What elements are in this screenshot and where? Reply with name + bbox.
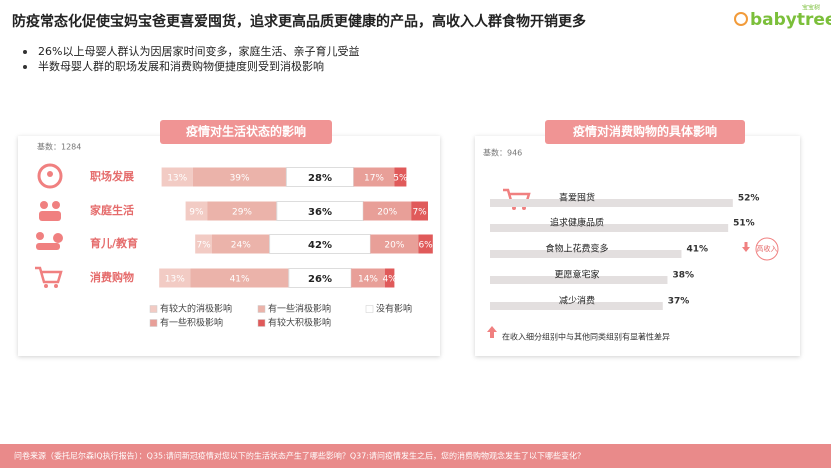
legend-label: 有一些消极影响 (268, 303, 331, 315)
value-label: 20% (384, 241, 404, 251)
bar-segment (363, 201, 412, 221)
value-label: 39% (230, 174, 250, 184)
bar-segment (207, 201, 277, 221)
bar-segment (195, 234, 212, 254)
category-label: 消费购物 (90, 270, 134, 284)
value-label: 6% (418, 241, 433, 251)
legend-label: 有一些积极影响 (160, 317, 223, 329)
bar (490, 276, 668, 284)
bar-segment (384, 268, 395, 288)
value-label: 13% (167, 174, 187, 184)
bar-segment (288, 268, 352, 288)
logo-mark (734, 12, 748, 26)
bullet-dot (23, 65, 27, 69)
footer: 问卷来源（委托尼尔森IQ执行报告）：Q35:请问新冠疫情对您以下的生活状态产生了… (14, 451, 585, 461)
category-label: 喜爱囤货 (559, 192, 595, 204)
value-label: 41% (230, 275, 250, 285)
icons (35, 163, 750, 338)
bar-segment (285, 167, 355, 187)
value-label: 5% (393, 174, 408, 184)
category-label: 食物上花费变多 (545, 243, 608, 255)
base-note: 基数：946 (483, 148, 522, 158)
category-label: 追求健康品质 (550, 217, 604, 229)
value-label: 52% (738, 194, 760, 204)
panel (475, 136, 800, 356)
bar-segment (353, 167, 395, 187)
value-label: 26% (308, 274, 332, 285)
legend-label: 没有影响 (376, 303, 412, 315)
value-label: 41% (686, 245, 708, 255)
bar (490, 250, 682, 258)
legend-swatch (149, 319, 158, 327)
value-label: 38% (672, 271, 694, 281)
value-label: 24% (231, 241, 251, 251)
bar-segment (351, 268, 385, 288)
bullet-dot (23, 50, 27, 54)
bar-segment (394, 167, 407, 187)
panel-header (545, 120, 745, 144)
value-label: 28% (308, 173, 332, 184)
panel-header (160, 120, 332, 144)
annotation: 高收入 (757, 244, 778, 253)
value-label: 20% (377, 208, 397, 218)
bar-segment (276, 201, 364, 221)
bar-segment (190, 268, 289, 288)
category-label: 更愿意宅家 (554, 269, 599, 281)
bar-segment (212, 234, 270, 254)
category-label: 职场发展 (90, 169, 135, 183)
value-label: 29% (232, 208, 252, 218)
bar-segment (411, 201, 428, 221)
bar-segment (418, 234, 433, 254)
bar-segment (159, 268, 191, 288)
footnote: 在收入细分组别中与其他同类组别有显著性差异 (502, 332, 670, 342)
bar-segment (161, 167, 193, 187)
bar-segment (370, 234, 419, 254)
bullet: 半数母婴人群的职场发展和消费购物便捷度则受到消极影响 (38, 59, 324, 73)
legend-swatch (149, 305, 158, 313)
bar (490, 302, 663, 310)
legend-swatch (257, 305, 266, 313)
bar (490, 224, 729, 232)
chart-title: 疫情对生活状态的影响 (186, 124, 306, 139)
value-label: 37% (668, 297, 690, 307)
base-note: 基数：1284 (37, 142, 81, 152)
value-label: 42% (308, 240, 332, 251)
value-label: 51% (733, 219, 755, 229)
chart-title: 疫情对消费购物的具体影响 (573, 124, 717, 139)
logo-name: babytree (750, 10, 831, 30)
category-label: 减少消费 (559, 295, 595, 307)
slide-title: 防疫常态化促使宝妈宝爸更喜爱囤货，追求更高品质更健康的产品，高收入人群食物开销更… (12, 13, 586, 30)
annotation-badge (755, 237, 779, 261)
bar-segment (192, 167, 287, 187)
logo-sub: 宝宝树 (802, 4, 820, 12)
value-label: 7% (412, 208, 427, 218)
category-label: 育儿/教育 (90, 236, 138, 250)
value-label: 36% (308, 207, 332, 218)
value-label: 4% (382, 275, 397, 285)
bar-segment (185, 201, 208, 221)
footer-bar (0, 444, 831, 468)
value-label: 13% (165, 275, 185, 285)
legend-swatch (365, 305, 374, 313)
legend-swatch (257, 319, 266, 327)
value-label: 9% (189, 208, 204, 218)
legend-label: 有较大积极影响 (268, 317, 331, 329)
value-label: 7% (196, 241, 211, 251)
value-label: 14% (358, 275, 378, 285)
value-label: 17% (364, 174, 384, 184)
category-label: 家庭生活 (90, 203, 134, 217)
bullet: 26%以上母婴人群认为因居家时间变多，家庭生活、亲子育儿受益 (38, 44, 359, 58)
bar (490, 199, 733, 207)
legend-label: 有较大的消极影响 (160, 303, 232, 315)
